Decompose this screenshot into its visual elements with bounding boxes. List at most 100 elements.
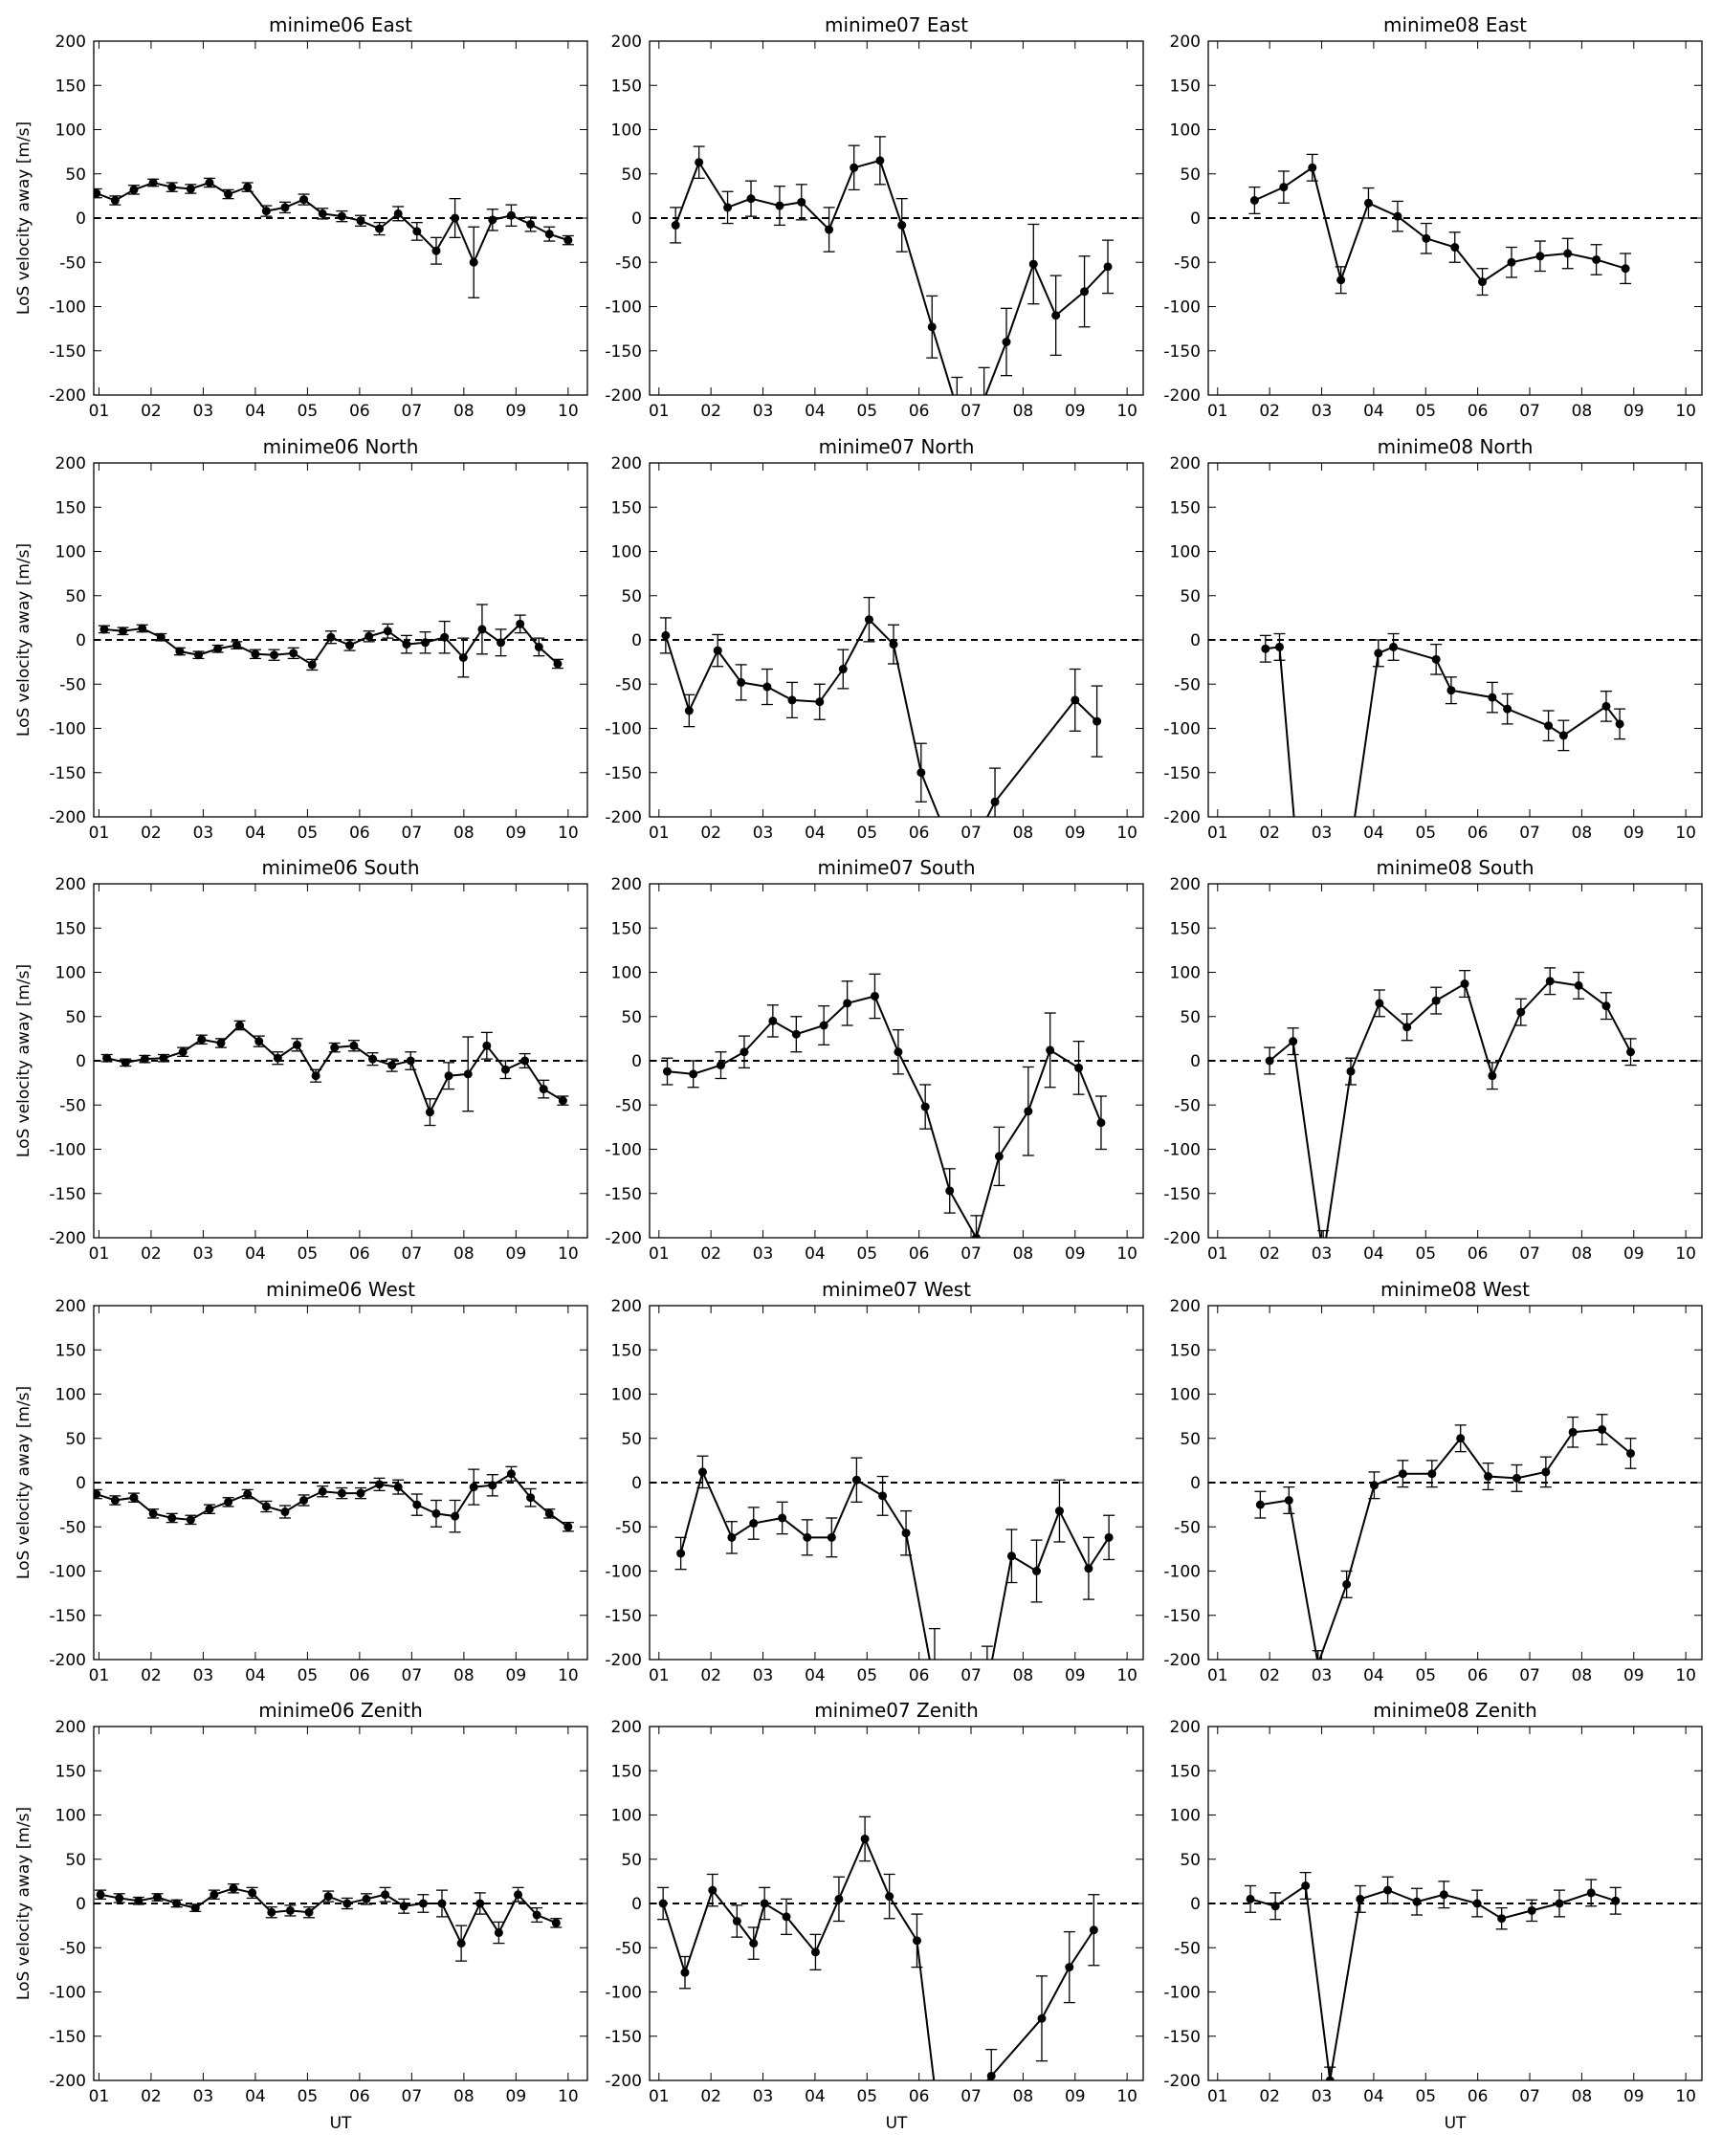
data-point [140, 1054, 149, 1064]
data-point [1289, 1037, 1298, 1046]
x-tick-label: 10 [558, 1666, 579, 1685]
x-tick-label: 06 [349, 824, 370, 843]
x-tick-label: 03 [193, 402, 214, 421]
x-tick-label: 03 [193, 1666, 214, 1685]
plot-data [1254, 1414, 1637, 1660]
x-tick-label: 02 [141, 824, 162, 843]
x-axis-label: UT [886, 2114, 908, 2133]
x-tick-label: 04 [1363, 402, 1384, 421]
x-tick-label: 05 [1415, 2087, 1436, 2106]
x-tick-label: 07 [1519, 2087, 1540, 2106]
y-tick-label: 50 [1180, 1851, 1201, 1870]
y-tick-label: -150 [1163, 764, 1201, 783]
y-tick-label: -50 [1174, 253, 1201, 273]
subplot: minime06 North-200-150-100-5005010015020… [14, 435, 588, 843]
y-tick-label: -200 [605, 1651, 642, 1670]
data-point [684, 706, 694, 715]
y-tick-label: -50 [59, 675, 86, 694]
x-tick-label: 04 [1363, 2087, 1384, 2106]
y-tick-label: -50 [59, 1096, 86, 1115]
data-point [243, 183, 253, 192]
data-point [381, 1890, 390, 1900]
plot-frame [1207, 462, 1703, 818]
data-point [110, 196, 120, 205]
x-tick-label: 08 [1013, 402, 1034, 421]
x-tick-label: 10 [558, 2087, 579, 2106]
y-tick-label: 0 [631, 1052, 642, 1071]
y-tick-label: -150 [605, 764, 642, 783]
data-point [94, 1489, 101, 1499]
x-tick-label: 06 [1468, 2087, 1489, 2106]
subplot: minime08 South-200-150-100-5005010015020… [1163, 856, 1703, 1264]
chart-title: minime07 East [825, 13, 968, 36]
x-tick-label: 01 [89, 402, 110, 421]
x-tick-label: 04 [245, 1244, 266, 1264]
data-point [1084, 1564, 1093, 1573]
error-bar [935, 2107, 946, 2152]
data-point [224, 1497, 233, 1507]
data-point [194, 650, 204, 660]
chart-title: minime08 East [1383, 13, 1527, 36]
x-tick-label: 10 [1675, 402, 1696, 421]
data-point [167, 183, 177, 192]
error-bar [970, 1215, 982, 1238]
x-tick-label: 03 [193, 824, 214, 843]
x-tick-label: 05 [298, 1244, 319, 1264]
chart-title: minime06 Zenith [258, 1699, 423, 1722]
x-tick-label: 01 [649, 824, 670, 843]
x-tick-label: 04 [805, 402, 826, 421]
data-line [1269, 979, 1632, 1238]
data-point [1574, 980, 1583, 990]
y-tick-label: -200 [49, 386, 86, 406]
data-point [469, 1483, 478, 1492]
x-tick-label: 02 [700, 1244, 721, 1264]
x-tick-label: 02 [700, 1666, 721, 1685]
data-point [129, 185, 139, 194]
x-tick-label: 09 [1065, 2087, 1086, 2106]
plot-frame [93, 1305, 588, 1661]
data-point [697, 1467, 707, 1477]
data-point [838, 665, 848, 674]
y-tick-label: 150 [1170, 1341, 1201, 1360]
y-tick-label: 50 [621, 165, 642, 185]
plot-data [661, 973, 1107, 1238]
data-point [159, 1053, 168, 1063]
chart-title: minime06 South [262, 856, 420, 879]
data-point [1422, 233, 1431, 243]
x-tick-label: 10 [1116, 2087, 1137, 2106]
y-tick-label: -200 [605, 386, 642, 406]
data-point [810, 1947, 820, 1957]
data-point [213, 644, 223, 653]
data-point [897, 220, 907, 230]
data-point [1460, 979, 1469, 989]
y-tick-label: -100 [605, 298, 642, 318]
y-tick-label: 0 [1190, 1052, 1201, 1071]
data-point [349, 1041, 359, 1050]
data-point [1301, 1881, 1311, 1890]
data-point [894, 1047, 903, 1057]
x-tick-label: 01 [649, 402, 670, 421]
data-point [971, 1233, 981, 1238]
x-tick-label: 02 [700, 2087, 721, 2106]
y-tick-label: -150 [605, 1607, 642, 1626]
data-point [216, 1039, 226, 1047]
data-point [936, 2129, 944, 2138]
x-tick-label: 03 [193, 2087, 214, 2106]
data-point [1363, 198, 1373, 208]
data-point [362, 1894, 371, 1903]
x-tick-label: 05 [856, 824, 877, 843]
data-point [732, 1917, 741, 1925]
data-point [778, 1513, 787, 1523]
plot-data [657, 1815, 1100, 2152]
data-point [289, 649, 298, 658]
y-tick-label: 150 [1170, 1762, 1201, 1781]
x-tick-label: 05 [1415, 824, 1436, 843]
data-point [500, 1065, 510, 1074]
subplot: minime07 Zenith-200-150-100-500501001502… [605, 1699, 1144, 2152]
data-line [1260, 1428, 1632, 1660]
y-tick-label: 200 [1170, 454, 1201, 473]
data-point [1450, 243, 1460, 253]
data-point [768, 1016, 778, 1025]
data-point [421, 638, 430, 648]
subplot: minime07 South-200-150-100-5005010015020… [605, 856, 1144, 1264]
